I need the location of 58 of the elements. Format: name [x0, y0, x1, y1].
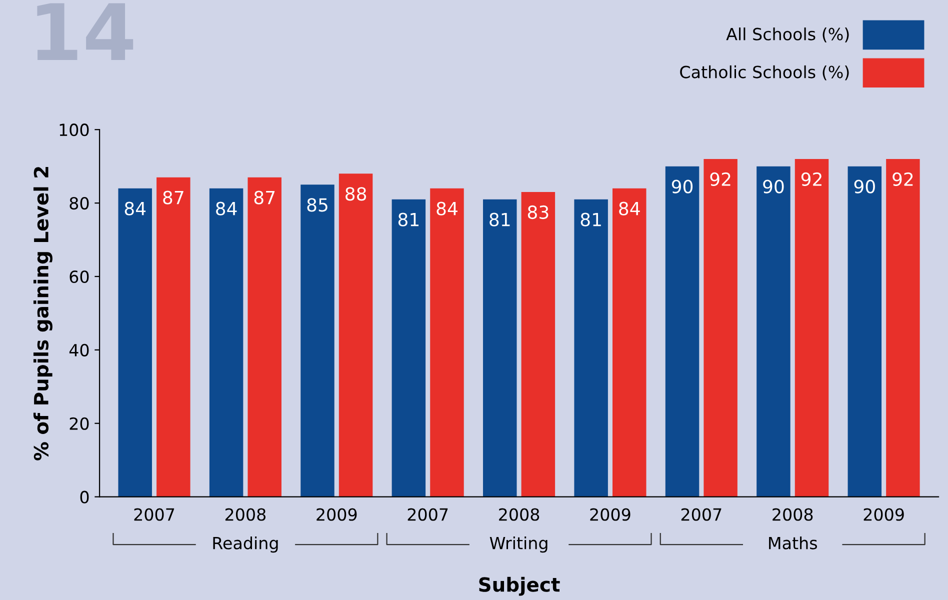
- y-axis-title: % of Pupils gaining Level 2: [33, 167, 52, 460]
- x-tick-label: 2009: [590, 508, 630, 521]
- data-label: 81: [398, 212, 419, 226]
- data-label: 87: [254, 190, 275, 204]
- data-label: 87: [163, 190, 184, 204]
- bar: [248, 177, 282, 497]
- bar: [574, 199, 608, 497]
- data-label: 90: [763, 180, 784, 194]
- data-label: 84: [436, 202, 458, 216]
- y-tick-label: 80: [70, 197, 89, 210]
- bar: [156, 177, 190, 497]
- y-tick-label: 100: [60, 124, 89, 136]
- x-tick-label: 2007: [134, 508, 174, 521]
- bar: [665, 166, 700, 497]
- y-tick-label: 0: [80, 490, 89, 504]
- bar: [612, 188, 646, 497]
- x-tick-label: 2007: [681, 508, 722, 521]
- text: Reading: [213, 536, 278, 553]
- data-label: 92: [801, 172, 822, 186]
- legend-label: Catholic Schools (%): [680, 65, 849, 80]
- data-label: 84: [124, 202, 146, 216]
- text: Writing: [490, 536, 548, 553]
- data-label: 92: [710, 172, 730, 186]
- bar: [483, 199, 517, 497]
- bar: [704, 158, 738, 497]
- bar: [209, 188, 244, 497]
- data-label: 92: [892, 172, 913, 186]
- y-tick-label: 20: [70, 417, 89, 430]
- bar: [848, 166, 882, 497]
- x-tick-label: 2007: [408, 508, 448, 521]
- x-tick-label: 2009: [864, 508, 904, 521]
- bar: [338, 174, 373, 497]
- x-tick-label: 2008: [499, 508, 540, 521]
- bar: [392, 199, 426, 497]
- legend-label: All Schools (%): [726, 28, 849, 42]
- bar: [794, 158, 829, 497]
- y-tick-label: 60: [70, 270, 89, 284]
- bar: [430, 188, 464, 497]
- x-tick-label: 2008: [772, 508, 813, 521]
- data-label: 81: [580, 212, 601, 226]
- data-label: 84: [216, 202, 237, 216]
- data-label: 90: [854, 180, 875, 194]
- data-label: 90: [672, 180, 693, 194]
- data-label: 83: [528, 205, 548, 220]
- x-tick-label: 2008: [225, 508, 266, 521]
- bar: [300, 184, 334, 497]
- data-label: 85: [307, 198, 328, 212]
- bar: [118, 188, 152, 497]
- bar: [756, 166, 790, 497]
- bar: [886, 158, 920, 497]
- data-label: 81: [490, 212, 510, 226]
- x-axis-title: Subject: [479, 576, 560, 596]
- bar: [521, 192, 556, 497]
- y-tick-label: 40: [69, 344, 89, 356]
- text: Maths: [769, 536, 817, 550]
- x-tick-label: 2009: [316, 508, 357, 521]
- data-label: 88: [346, 187, 366, 201]
- data-label: 84: [619, 202, 640, 216]
